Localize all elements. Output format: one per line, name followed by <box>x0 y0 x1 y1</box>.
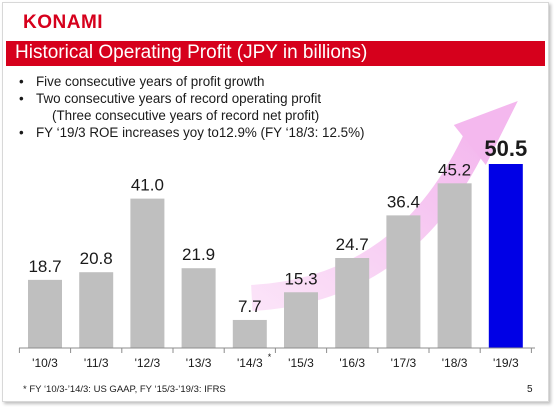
value-label-4: 7.7 <box>238 297 262 316</box>
category-label-3: '13/3 <box>186 356 212 370</box>
trend-arrow-head <box>453 101 518 165</box>
category-label-4: '14/3 <box>237 356 263 370</box>
slide-title: Historical Operating Profit (JPY in bill… <box>15 42 368 63</box>
bullet-list: • Five consecutive years of profit growt… <box>19 73 364 141</box>
bar-3 <box>181 268 216 348</box>
bullet-subtext: (Three consecutive years of record net p… <box>52 108 320 123</box>
konami-logo: KONAMI <box>23 12 104 33</box>
value-label-3: 21.9 <box>182 245 215 264</box>
value-label-6: 24.7 <box>336 235 369 254</box>
bar-9 <box>488 164 523 348</box>
bullet-text: FY ‘19/3 ROE increases yoy to12.9% (FY ‘… <box>36 125 365 140</box>
bullet-text: Two consecutive years of record operatin… <box>36 91 322 106</box>
category-label-6: '16/3 <box>339 356 365 370</box>
value-label-0: 18.7 <box>28 257 61 276</box>
bullet-item: • Two consecutive years of record operat… <box>19 90 364 107</box>
bullet-text: Five consecutive years of profit growth <box>36 74 265 89</box>
bullet-item: • FY ‘19/3 ROE increases yoy to12.9% (FY… <box>19 124 364 141</box>
category-label-2: '12/3 <box>135 356 161 370</box>
bullet-dot-icon: • <box>19 91 24 106</box>
value-label-9: 50.5 <box>484 136 527 161</box>
value-label-5: 15.3 <box>284 269 317 288</box>
value-label-1: 20.8 <box>80 249 113 268</box>
slide: KONAMI Historical Operating Profit (JPY … <box>2 2 549 402</box>
category-label-1: '11/3 <box>84 356 109 370</box>
bar-1 <box>79 272 114 348</box>
category-label-0: '10/3 <box>32 356 58 370</box>
category-label-8: '18/3 <box>442 356 468 370</box>
category-marker-4: * <box>268 352 272 362</box>
category-label-5: '15/3 <box>288 356 314 370</box>
bullet-dot-icon: • <box>19 74 24 89</box>
value-label-8: 45.2 <box>438 160 471 179</box>
bar-6 <box>335 258 370 348</box>
category-label-9: '19/3 <box>493 356 519 370</box>
value-label-2: 41.0 <box>131 176 164 195</box>
bar-2 <box>130 198 165 348</box>
bullet-dot-icon: • <box>19 125 24 140</box>
footnote: * FY ‘10/3-’14/3: US GAAP, FY ‘15/3-’19/… <box>23 384 226 395</box>
value-label-7: 36.4 <box>387 192 420 211</box>
bullet-item: • Five consecutive years of profit growt… <box>19 73 364 90</box>
bar-0 <box>28 279 62 348</box>
operating-profit-chart: 18.7 '10/3 20.8 '11/3 41.0 '12/3 21.9 '13/3 7.7 '… <box>18 101 535 370</box>
bar-4 <box>232 319 267 348</box>
bar-7 <box>386 215 421 348</box>
bar-8 <box>437 183 472 348</box>
title-bar: Historical Operating Profit (JPY in bill… <box>6 41 545 66</box>
page-number: 5 <box>527 384 533 395</box>
bar-5 <box>284 292 318 348</box>
category-label-7: '17/3 <box>391 356 417 370</box>
